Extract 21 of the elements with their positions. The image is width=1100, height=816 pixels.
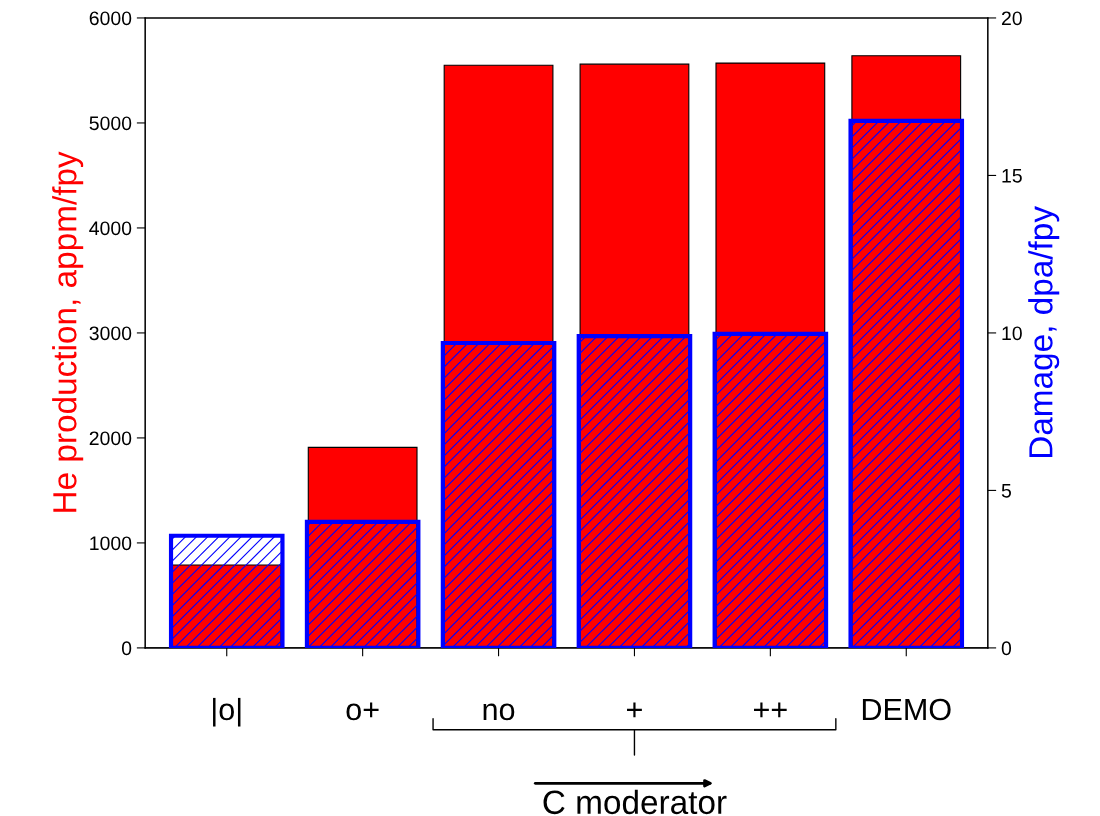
y-tick-label: 6000	[89, 11, 132, 26]
y-tick-label: 0	[121, 641, 132, 656]
x-tick-label: o+	[346, 702, 379, 721]
x-tick-label: +	[627, 702, 642, 718]
y-tick-label: 3000	[89, 326, 132, 341]
y-axis-title: He production, appm/fpy	[52, 151, 84, 512]
y-tick-label: 2000	[89, 431, 132, 446]
x-tick-label: DEMO	[862, 698, 951, 721]
y2-tick-label: 10	[1002, 326, 1022, 341]
y2-axis-title: Damage, dpa/fpy	[1028, 206, 1060, 458]
x-tick-label: no	[483, 703, 515, 721]
x-tick-label: ++	[754, 702, 787, 718]
x-tick-label: |o|	[213, 697, 241, 727]
y2-tick-label: 0	[1001, 641, 1012, 656]
y-tick-label: 1000	[90, 536, 132, 551]
y-tick-label: 4000	[89, 221, 132, 236]
y-tick-label: 5000	[89, 116, 132, 131]
y2-tick-label: 20	[1001, 11, 1022, 26]
y2-tick-label: 5	[1001, 484, 1011, 498]
text: C moderator	[543, 789, 727, 815]
y2-tick-label: 15	[1002, 169, 1022, 183]
